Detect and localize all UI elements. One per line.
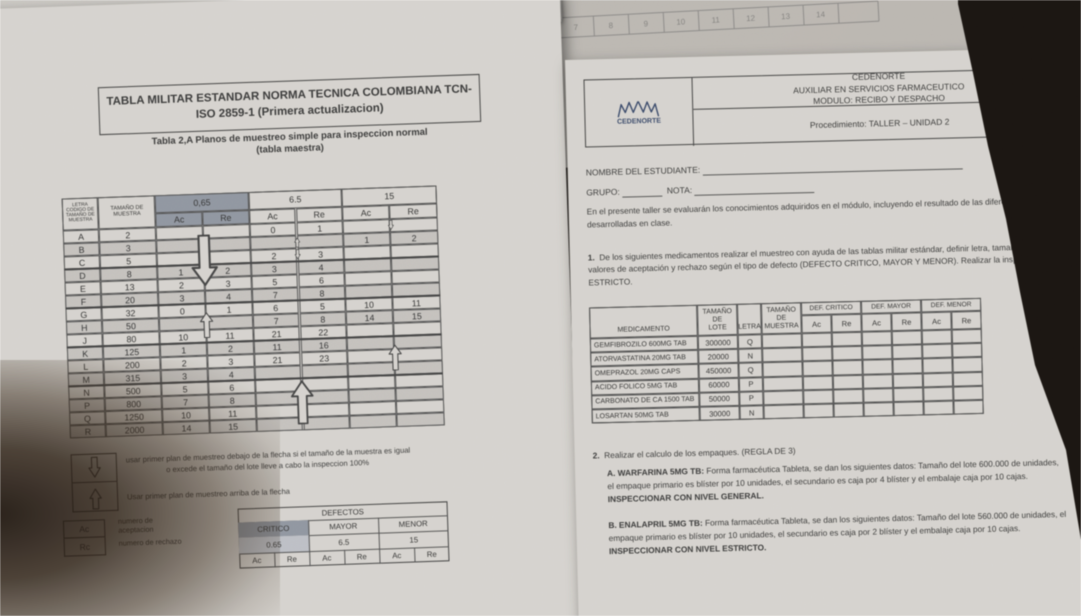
svg-text:11: 11	[711, 15, 720, 24]
svg-text:10: 10	[676, 17, 686, 26]
svg-text:7: 7	[573, 23, 578, 32]
svg-text:9: 9	[643, 19, 648, 28]
svg-text:12: 12	[746, 14, 756, 23]
svg-text:13: 13	[781, 12, 791, 21]
svg-text:8: 8	[608, 21, 613, 30]
svg-text:14: 14	[816, 10, 826, 19]
